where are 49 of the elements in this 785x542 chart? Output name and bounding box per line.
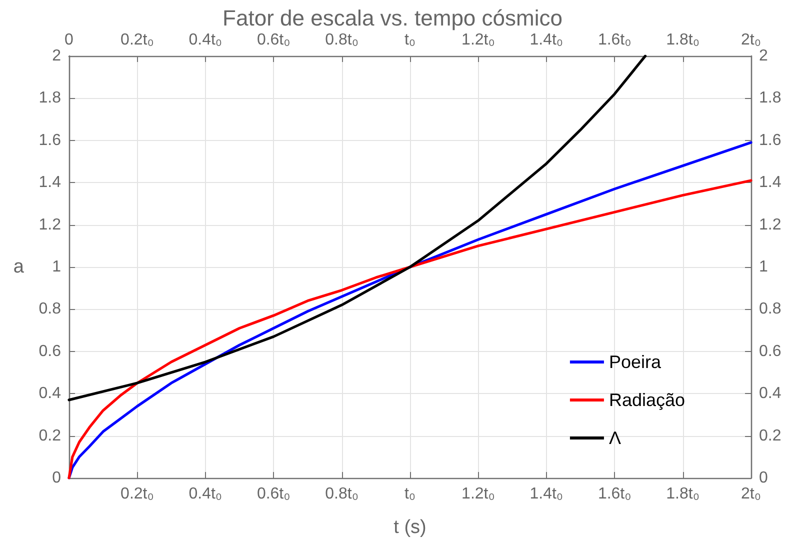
x2-tick-label: 1.4t₀: [530, 32, 564, 48]
y2-tick-label: 1.2: [759, 216, 782, 234]
y-tick-label: 0.8: [38, 300, 62, 318]
x-tick-label: 2t₀: [741, 486, 761, 502]
x-tick-label: t₀: [404, 486, 416, 502]
x2-tick-label: 1.8t₀: [666, 32, 700, 48]
legend-label: Λ: [608, 428, 621, 448]
y-tick-label: 1.6: [38, 132, 62, 149]
x2-tick-label: 0.8t₀: [325, 32, 358, 48]
y2-tick-label: 0.4: [759, 385, 782, 402]
y2-tick-label: 0: [759, 470, 768, 486]
y2-tick-label: 0.6: [759, 342, 782, 360]
x-tick-label: 1.2t₀: [462, 486, 495, 502]
x-tick-label: 1.8t₀: [666, 486, 700, 502]
y-tick-label: 0: [52, 470, 62, 486]
legend-label: Radiação: [608, 390, 686, 410]
y-tick-label: 0.2: [38, 427, 62, 444]
y2-tick-label: 1.4: [759, 174, 782, 192]
y-tick-label: 0.4: [38, 385, 62, 402]
y-tick-label: 0.6: [38, 342, 62, 360]
x2-tick-label: 2t₀: [741, 32, 761, 48]
y-tick-label: 1.8: [38, 90, 62, 107]
x2-tick-label: t₀: [404, 32, 416, 48]
chart-title: Fator de escala vs. tempo cósmico: [222, 6, 562, 30]
y2-tick-label: 0.2: [759, 427, 782, 444]
x-tick-label: 0.4t₀: [188, 486, 222, 502]
x2-tick-label: 0: [64, 32, 74, 48]
x2-tick-label: 1.2t₀: [462, 32, 495, 48]
x2-tick-label: 0.2t₀: [120, 32, 154, 48]
y2-tick-label: 1.8: [759, 90, 782, 107]
x-tick-label: 0.2t₀: [120, 486, 154, 502]
y-tick-label: 1: [52, 258, 62, 276]
x2-tick-label: 1.6t₀: [598, 32, 632, 48]
y-tick-label: 2: [52, 48, 62, 64]
y2-tick-label: 1: [759, 258, 768, 276]
x2-tick-label: 0.6t₀: [256, 32, 290, 48]
y-tick-label: 1.4: [38, 174, 62, 192]
y2-tick-label: 1.6: [759, 132, 782, 149]
x-axis-title: t (s): [394, 517, 426, 538]
x-tick-label: 0.8t₀: [325, 486, 358, 502]
x2-tick-label: 0.4t₀: [188, 32, 222, 48]
y2-tick-label: 0.8: [759, 300, 782, 318]
legend-label: Poeira: [608, 352, 662, 372]
x-tick-label: 0.6t₀: [256, 486, 290, 502]
x-tick-label: 1.4t₀: [530, 486, 564, 502]
x-tick-label: 1.6t₀: [598, 486, 632, 502]
y-axis-title: a: [13, 256, 24, 278]
y-tick-label: 1.2: [38, 216, 62, 234]
y2-tick-label: 2: [759, 48, 768, 64]
